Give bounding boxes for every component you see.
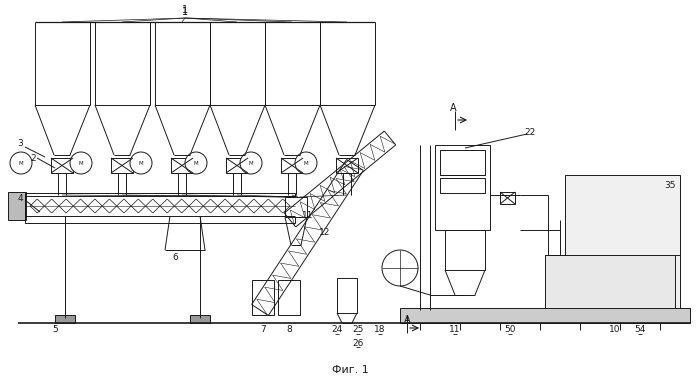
Bar: [190, 315, 210, 323]
Text: 25: 25: [352, 325, 363, 334]
Bar: [226, 158, 248, 173]
Text: M: M: [138, 160, 143, 165]
Text: M: M: [303, 160, 308, 165]
Circle shape: [295, 152, 317, 174]
Bar: [400, 308, 690, 323]
Bar: [435, 145, 490, 230]
Text: 11: 11: [449, 325, 461, 334]
Text: 54: 54: [634, 325, 646, 334]
Bar: [55, 315, 75, 323]
Text: 1: 1: [182, 7, 188, 17]
Text: 22: 22: [524, 127, 535, 136]
Circle shape: [10, 152, 32, 174]
Text: 3: 3: [17, 138, 23, 147]
Circle shape: [130, 152, 152, 174]
Bar: [445, 230, 485, 270]
Text: 5: 5: [52, 325, 58, 334]
Text: M: M: [79, 160, 83, 165]
Text: A: A: [404, 315, 410, 325]
Text: 8: 8: [286, 325, 292, 334]
Bar: [171, 158, 193, 173]
Text: Фиг. 1: Фиг. 1: [331, 365, 368, 375]
Text: A: A: [449, 103, 456, 113]
Text: 2: 2: [30, 154, 36, 163]
Text: 4: 4: [17, 194, 23, 203]
Bar: [281, 158, 303, 173]
Text: 7: 7: [260, 325, 266, 334]
Bar: [440, 150, 485, 175]
Bar: [252, 280, 274, 315]
Text: 50: 50: [504, 325, 516, 334]
Bar: [440, 178, 485, 193]
Bar: [25, 193, 295, 223]
Bar: [337, 278, 357, 313]
Text: M: M: [249, 160, 253, 165]
Bar: [285, 197, 307, 217]
Text: M: M: [19, 160, 23, 165]
Text: 35: 35: [664, 180, 676, 189]
Text: 24: 24: [331, 325, 343, 334]
Bar: [565, 175, 680, 310]
Text: 26: 26: [352, 339, 363, 347]
Bar: [545, 255, 675, 310]
Bar: [500, 192, 515, 204]
Text: M: M: [194, 160, 199, 165]
Circle shape: [240, 152, 262, 174]
Bar: [336, 158, 358, 173]
Circle shape: [382, 250, 418, 286]
Text: 1: 1: [182, 5, 188, 15]
Bar: [278, 280, 300, 315]
Text: 10: 10: [610, 325, 621, 334]
Text: 6: 6: [172, 254, 178, 263]
Circle shape: [185, 152, 207, 174]
Bar: [111, 158, 133, 173]
Text: 12: 12: [319, 227, 331, 236]
Text: 11: 11: [302, 211, 314, 220]
Bar: [51, 158, 73, 173]
Circle shape: [70, 152, 92, 174]
Bar: [8, 192, 26, 220]
Text: 18: 18: [374, 325, 386, 334]
